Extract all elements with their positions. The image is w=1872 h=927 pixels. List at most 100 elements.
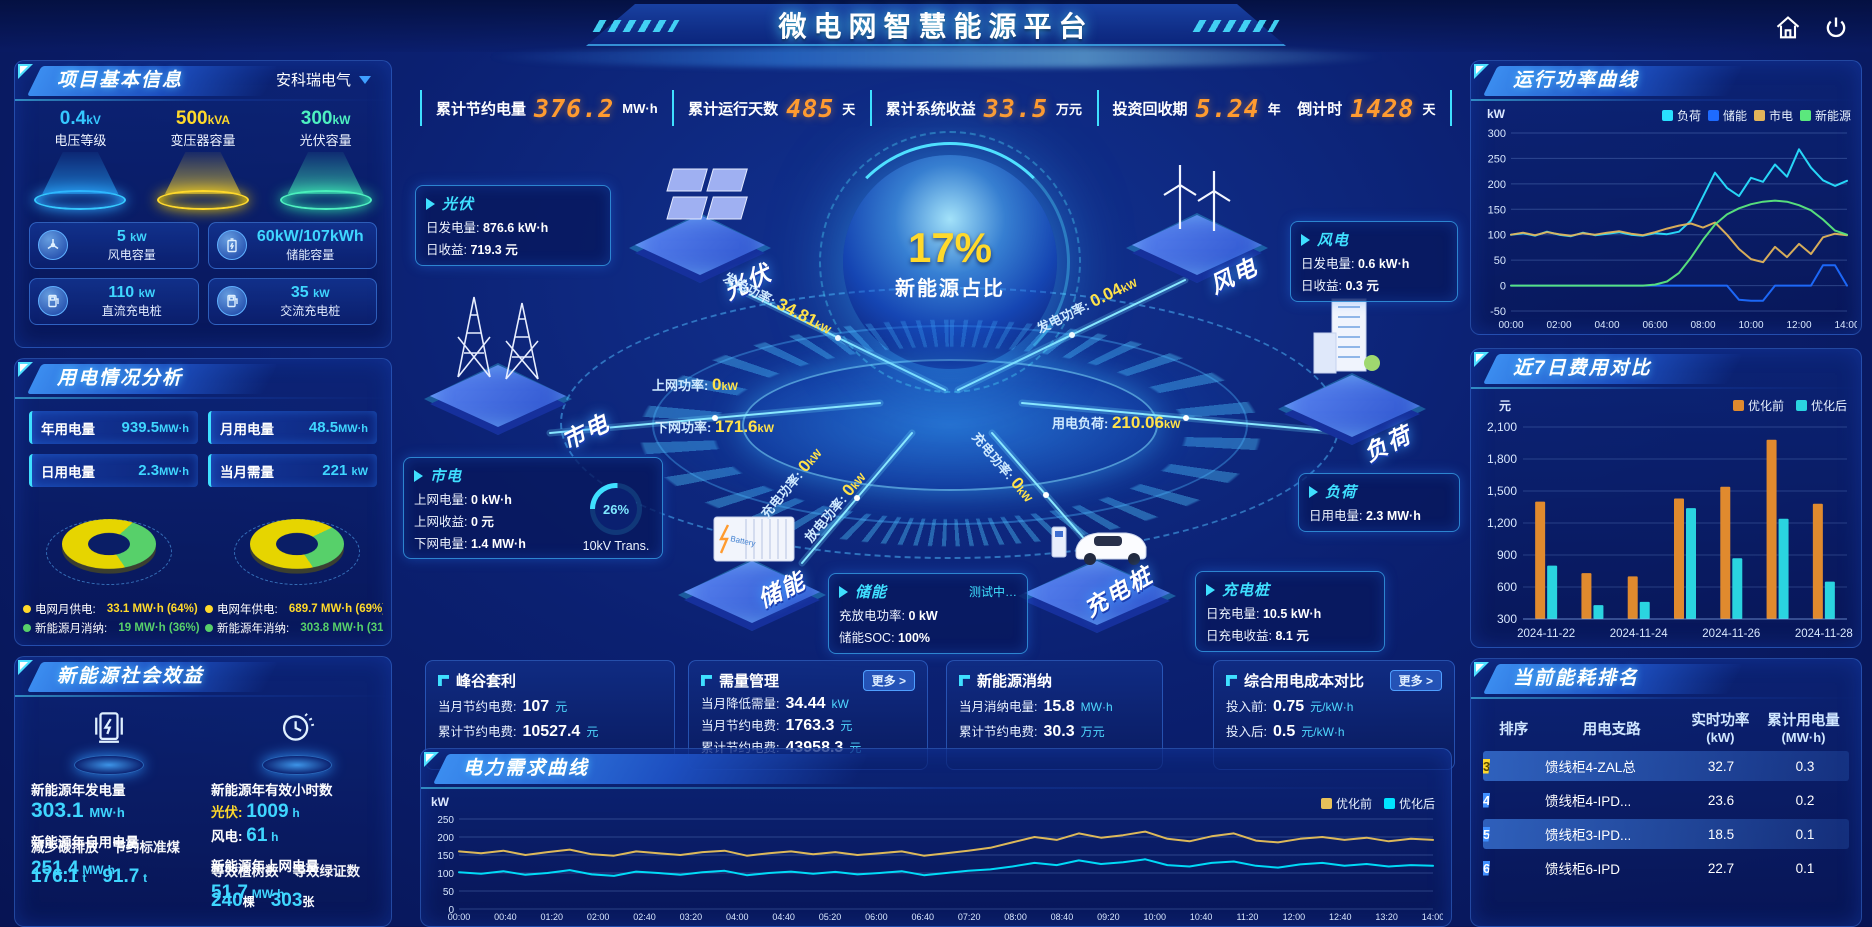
card-label: 直流充电桩	[101, 304, 162, 319]
stat-label: 光伏:	[211, 805, 243, 820]
power-towers-illustration	[457, 296, 539, 380]
panel-corner-icon	[959, 675, 970, 686]
rank-badge: 6	[1483, 860, 1491, 876]
svg-text:250: 250	[437, 815, 454, 826]
cell-unit: MW·h	[338, 423, 368, 435]
project-selector-dropdown[interactable]: 安科瑞电气	[276, 69, 371, 90]
stat-value: 303	[270, 890, 303, 911]
cell-label: 当月需量	[220, 464, 274, 480]
stat-label: 新能源年自用电量	[31, 835, 139, 850]
chevron-right-icon	[426, 197, 435, 210]
legend-value: 689.7 MW·h (69%)	[288, 603, 383, 615]
legend-item[interactable]: 储能	[1707, 107, 1747, 124]
svg-text:0: 0	[1500, 281, 1506, 293]
svg-text:05:20: 05:20	[819, 912, 842, 922]
cell-value: 2.3	[138, 462, 160, 479]
svg-text:06:40: 06:40	[912, 912, 935, 922]
stat-label: 光伏容量	[299, 132, 352, 148]
renewable-share-label: 新能源占比	[895, 277, 1005, 300]
table-row[interactable]: 3 馈线柜4-ZAL总 32.7 0.3	[1483, 751, 1849, 781]
energy-pedestal	[61, 709, 157, 775]
pv-node	[625, 163, 775, 283]
run-power-panel: 运行功率曲线 kW 负荷 储能 市电 新能源 300 250 200 150 100 50…	[1470, 60, 1862, 335]
panel-title: 项目基本信息	[57, 70, 184, 91]
cumulative-energy: 0.3	[1795, 758, 1815, 774]
y-axis-unit-label: kW	[431, 795, 449, 809]
chevron-down-icon	[359, 75, 371, 84]
svg-text:13:20: 13:20	[1375, 912, 1398, 922]
cost-chart-legend: 优化前 优化后	[1732, 397, 1847, 414]
svg-text:07:20: 07:20	[958, 912, 981, 922]
svg-text:02:40: 02:40	[633, 912, 656, 922]
light-cone-decoration	[42, 151, 119, 194]
power-usage-panel: 用电情况分析 年用电量 939.5MW·h 月用电量 48.5MW·h 日用电量 2.…	[14, 358, 392, 646]
stat-label: 减少碳排放	[31, 840, 99, 855]
table-row[interactable]: 6 馈线柜6-IPD 22.7 0.1	[1483, 853, 1849, 883]
donut-hole	[276, 532, 318, 556]
svg-text:01:20: 01:20	[540, 912, 563, 922]
stat-label: 风电:	[211, 829, 243, 844]
renewable-share-sphere: 17% 新能源占比	[819, 131, 1081, 393]
stat-value: 0.4	[59, 108, 87, 129]
svg-text:04:00: 04:00	[726, 912, 749, 922]
legend-item[interactable]: 新能源	[1799, 107, 1851, 124]
pv-info-box: 光伏 日发电量: 876.6 kW·h 日收益: 719.3 元	[415, 185, 611, 266]
panel-title: 新能源社会效益	[57, 666, 205, 687]
demand-curve-panel: 电力需求曲线 kW 优化前 优化后 250 200 150 100 50 0 00:00 00…	[420, 748, 1452, 927]
transformer-label: 10kV Trans.	[582, 539, 650, 553]
legend-item[interactable]: 优化前	[1320, 795, 1372, 812]
rank-badge: 3	[1483, 758, 1491, 774]
project-info-panel: 项目基本信息 安科瑞电气 0.4kV 电压等级 500kVA 变压器容量 300…	[14, 60, 392, 348]
svg-text:12:40: 12:40	[1329, 912, 1352, 922]
legend-label: 新能源月消纳:	[35, 623, 108, 635]
realtime-power: 32.7	[1707, 758, 1735, 774]
kpi-label: 累计运行天数	[688, 100, 779, 118]
benefit-generation-column: 新能源年发电量 303.1 MW·h 新能源年自用电量 减少碳排放 节约标准煤 …	[31, 779, 195, 912]
wind-turbine-icon	[38, 230, 68, 261]
table-row[interactable]: 4 馈线柜4-IPD... 23.6 0.2	[1483, 785, 1849, 815]
svg-text:300: 300	[1488, 128, 1506, 140]
panel-header-underline	[1471, 697, 1861, 699]
column-header: 实时功率 (kW)	[1691, 713, 1750, 745]
power-icon[interactable]	[1822, 14, 1850, 42]
storage-info-box: 储能 测试中… 充放电功率: 0 kW 储能SOC: 100%	[828, 573, 1028, 654]
svg-text:03:20: 03:20	[680, 912, 703, 922]
ac-charger-card: 35 kW 交流充电桩	[207, 277, 377, 325]
svg-text:12:00: 12:00	[1283, 912, 1306, 922]
more-button[interactable]: 更多 >	[862, 670, 915, 691]
svg-text:10:40: 10:40	[1190, 912, 1213, 922]
legend-dot	[205, 624, 213, 632]
table-row[interactable]: 5 馈线柜3-IPD... 18.5 0.1	[1483, 819, 1849, 849]
stat-label: 变压器容量	[170, 132, 236, 148]
column-header: 用电支路	[1582, 722, 1641, 738]
home-icon[interactable]	[1774, 14, 1802, 42]
light-cone-decoration	[164, 151, 241, 194]
card-label: 风电容量	[107, 248, 156, 263]
legend-item[interactable]: 优化前	[1732, 397, 1784, 414]
panel-title: 电力需求曲线	[463, 758, 590, 779]
stat-unit: kW	[332, 113, 351, 127]
rank-badge: 5	[1483, 826, 1491, 842]
legend-label: 新能源年消纳:	[217, 623, 290, 635]
legend-item[interactable]: 优化后	[1383, 795, 1435, 812]
info-box-title: 负荷	[1325, 484, 1358, 501]
cumulative-energy: 0.1	[1795, 826, 1815, 842]
card-unit: kW	[313, 287, 330, 300]
more-button[interactable]: 更多 >	[1389, 670, 1442, 691]
wind-capacity-card: 5 kW 风电容量	[29, 221, 199, 269]
column-header: 累计用电量 (MW·h)	[1767, 713, 1840, 745]
legend-item[interactable]: 负荷	[1661, 107, 1701, 124]
legend-item[interactable]: 市电	[1753, 107, 1793, 124]
kpi-bar: 累计节约电量 376.2 MW·h 累计运行天数 485 天 累计系统收益 33…	[420, 86, 1452, 130]
legend-label: 电网月供电:	[35, 604, 96, 616]
legend-item[interactable]: 优化后	[1795, 397, 1847, 414]
svg-text:0: 0	[448, 905, 454, 916]
y-axis-unit-label: 元	[1499, 399, 1512, 413]
stat-unit: 棵	[242, 895, 255, 909]
cell-unit: MW·h	[159, 423, 189, 435]
renewable-share-value: 17%	[907, 223, 993, 271]
svg-text:08:40: 08:40	[1051, 912, 1074, 922]
stat-label: 新能源年有效小时数	[211, 783, 333, 798]
